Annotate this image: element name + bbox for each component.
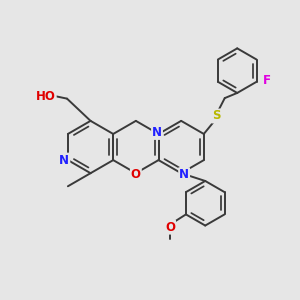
- Text: S: S: [212, 110, 220, 122]
- Text: F: F: [263, 74, 271, 87]
- Text: N: N: [59, 154, 69, 166]
- Text: O: O: [131, 168, 141, 181]
- Text: HO: HO: [36, 90, 56, 103]
- Text: N: N: [152, 126, 162, 139]
- Text: O: O: [165, 220, 175, 234]
- Text: N: N: [179, 168, 189, 181]
